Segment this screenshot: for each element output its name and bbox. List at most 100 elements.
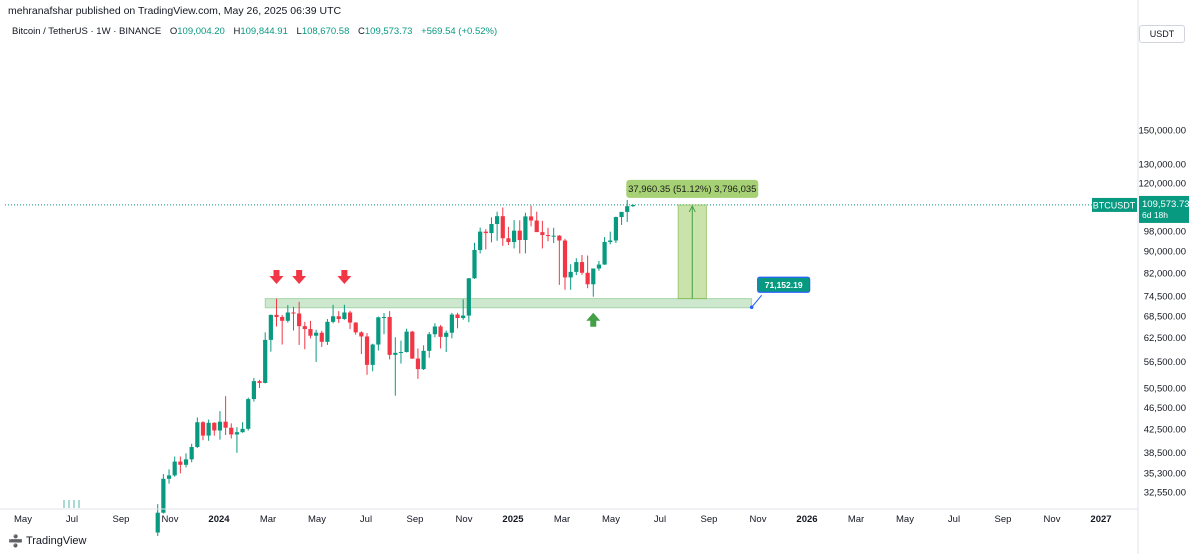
candle-body: [619, 211, 624, 218]
candle-body: [596, 264, 602, 269]
x-tick-label: 2025: [502, 514, 524, 525]
candle-body: [246, 399, 251, 429]
candle-body: [381, 316, 387, 318]
candle-body: [251, 381, 256, 400]
candle-body: [240, 428, 245, 433]
green-arrow-icon: [586, 312, 601, 327]
publisher-line: mehranafshar published on TradingView.co…: [8, 5, 342, 17]
callout-anchor: [749, 305, 754, 310]
candle-body: [506, 238, 511, 243]
x-tick-label: Nov: [456, 514, 473, 525]
candle-body: [630, 204, 635, 207]
y-tick-label: 68,500.00: [1144, 311, 1186, 322]
candle-body: [585, 272, 590, 285]
support-zone-rect: [264, 298, 753, 309]
candle-body: [353, 322, 358, 333]
candle-body: [223, 421, 228, 428]
x-tick-label: Mar: [848, 514, 864, 525]
candle-body: [166, 475, 172, 479]
candle-body: [178, 461, 183, 465]
y-tick-label: 120,000.00: [1138, 178, 1186, 189]
x-tick-label: Sep: [113, 514, 130, 525]
candle-body: [217, 421, 223, 431]
candle-body: [212, 422, 217, 431]
candle-body: [234, 432, 240, 435]
y-tick-label: 98,000.00: [1144, 226, 1186, 237]
candle-body: [206, 422, 211, 436]
candle-body: [274, 314, 279, 317]
candle-body: [421, 350, 426, 370]
x-tick-label: May: [896, 514, 914, 525]
x-tick-label: May: [14, 514, 32, 525]
candle-body: [195, 422, 200, 448]
candle-body: [455, 314, 460, 318]
candle-body: [285, 312, 290, 321]
candle-body: [325, 321, 330, 342]
candle-body: [291, 312, 296, 314]
candle-body: [359, 332, 364, 337]
candle-body: [551, 235, 556, 237]
x-tick-label: May: [602, 514, 620, 525]
candle-body: [608, 240, 613, 243]
x-tick-label: Mar: [260, 514, 276, 525]
tradingview-logo-icon: ➗: [8, 534, 23, 548]
x-tick-label: Mar: [554, 514, 570, 525]
measure-label-box: [626, 179, 759, 198]
candle-body: [528, 216, 534, 221]
candle-body: [189, 447, 194, 460]
y-tick-label: 50,500.00: [1144, 384, 1186, 395]
candle-body: [534, 220, 539, 233]
candle-body: [155, 512, 160, 533]
high-label: H: [233, 26, 241, 37]
candle-body: [613, 217, 619, 241]
symbol-tag-text: BTCUSDT: [1093, 200, 1136, 210]
candle-body: [545, 235, 551, 237]
candle-body: [172, 461, 177, 476]
candle-body: [427, 334, 432, 351]
x-tick-label: May: [308, 514, 326, 525]
red-arrow-icon: [337, 270, 352, 285]
measure-arrow-head: [688, 204, 696, 213]
x-tick-label: Sep: [701, 514, 718, 525]
candle-body: [280, 316, 285, 321]
candle-body: [268, 314, 273, 340]
candle-body: [472, 249, 477, 279]
candle-body: [495, 216, 500, 225]
candle-body: [483, 231, 488, 234]
y-tick-label: 42,500.00: [1144, 424, 1186, 435]
candle-body: [393, 352, 398, 355]
x-tick-label: 2026: [796, 514, 817, 525]
y-tick-label: 46,500.00: [1144, 403, 1186, 414]
callout-label: 71,152.19: [765, 280, 803, 290]
candle-body: [342, 312, 347, 320]
footer: ➗ TradingView: [8, 534, 87, 548]
candle-body: [200, 422, 206, 436]
candle-body: [466, 278, 471, 316]
candle-body: [398, 352, 404, 354]
candle-body: [257, 381, 262, 383]
candle-body: [314, 332, 319, 336]
x-tick-label: Jul: [654, 514, 666, 525]
y-tick-label: 38,500.00: [1144, 448, 1186, 459]
symbol-name: Bitcoin / TetherUS · 1W · BINANCE: [12, 26, 162, 37]
x-tick-label: Jul: [360, 514, 372, 525]
candle-body: [364, 336, 370, 365]
currency-selector[interactable]: USDT: [1139, 25, 1185, 43]
candle-body: [562, 240, 568, 278]
y-tick-label: 32,550.00: [1144, 488, 1186, 499]
high-value: 109,844.91: [240, 26, 288, 37]
y-tick-label: 74,500.00: [1144, 291, 1186, 302]
candle-body: [523, 216, 528, 241]
x-tick-label: Sep: [995, 514, 1012, 525]
candle-body: [161, 478, 166, 513]
open-value: 109,004.20: [177, 26, 225, 37]
candle-body: [579, 262, 585, 273]
candle-body: [415, 358, 421, 370]
candle-body: [438, 326, 443, 337]
low-label: L: [296, 26, 302, 37]
candle-body: [336, 316, 341, 320]
x-tick-label: Sep: [407, 514, 424, 525]
candle-body: [568, 271, 573, 278]
x-tick-label: Jul: [66, 514, 78, 525]
